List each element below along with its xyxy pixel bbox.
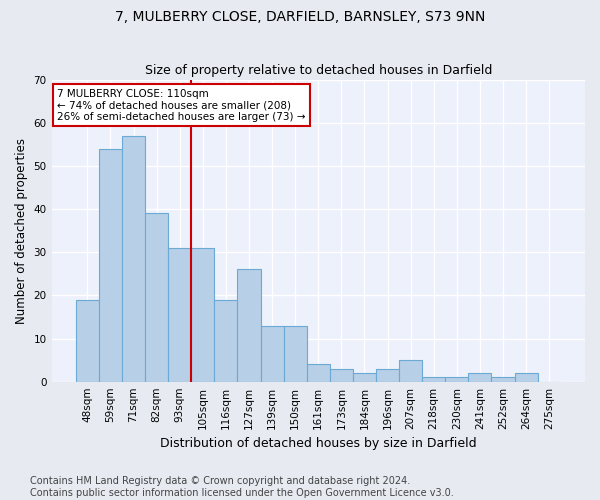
Bar [515,373,538,382]
Bar [214,300,238,382]
Bar [260,326,284,382]
Bar [353,373,376,382]
Bar [191,248,214,382]
Bar [376,368,399,382]
Bar [238,270,260,382]
Bar [145,214,168,382]
Y-axis label: Number of detached properties: Number of detached properties [15,138,28,324]
Bar [422,378,445,382]
Bar [469,373,491,382]
Bar [399,360,422,382]
Bar [445,378,469,382]
Text: Contains HM Land Registry data © Crown copyright and database right 2024.
Contai: Contains HM Land Registry data © Crown c… [30,476,454,498]
Bar [99,148,122,382]
Bar [76,300,99,382]
Bar [168,248,191,382]
Bar [307,364,330,382]
Bar [330,368,353,382]
Text: 7 MULBERRY CLOSE: 110sqm
← 74% of detached houses are smaller (208)
26% of semi-: 7 MULBERRY CLOSE: 110sqm ← 74% of detach… [57,88,305,122]
Bar [122,136,145,382]
Bar [284,326,307,382]
X-axis label: Distribution of detached houses by size in Darfield: Distribution of detached houses by size … [160,437,476,450]
Title: Size of property relative to detached houses in Darfield: Size of property relative to detached ho… [145,64,492,77]
Text: 7, MULBERRY CLOSE, DARFIELD, BARNSLEY, S73 9NN: 7, MULBERRY CLOSE, DARFIELD, BARNSLEY, S… [115,10,485,24]
Bar [491,378,515,382]
